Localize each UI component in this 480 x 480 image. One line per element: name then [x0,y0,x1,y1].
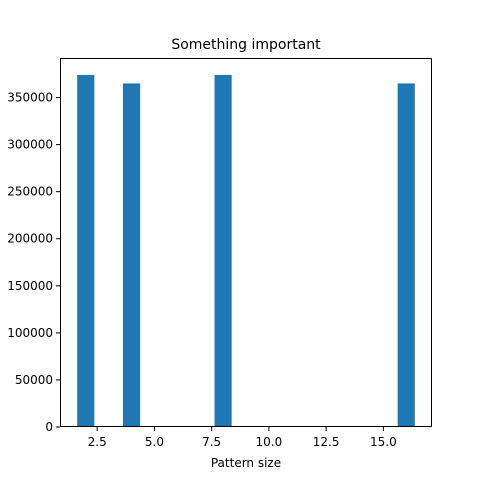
chart-title: Something important [171,37,321,53]
x-tick-label: 2.5 [88,435,107,449]
y-tick-label: 200000 [7,232,53,246]
y-tick-label: 0 [45,420,53,434]
bar-2 [122,83,141,427]
x-axis-label: Pattern size [211,456,281,470]
plot-frame [60,58,432,427]
x-tick-label: 15.0 [370,435,397,449]
y-tick-label: 350000 [7,91,53,105]
bars-group [77,74,415,427]
y-tick-label: 250000 [7,185,53,199]
y-tick-label: 150000 [7,279,53,293]
bar-4 [397,83,415,427]
x-tick-label: 7.5 [202,435,221,449]
x-tick-label: 12.5 [313,435,340,449]
x-axis: 2.5 5.0 7.5 10.0 12.5 15.0 [88,427,397,449]
x-tick-label: 5.0 [145,435,164,449]
y-tick-label: 300000 [7,138,53,152]
x-tick-label: 10.0 [256,435,283,449]
bar-1 [77,74,95,427]
plot-area [60,58,432,427]
bar-3 [214,74,232,427]
y-tick-label: 100000 [7,326,53,340]
y-tick-label: 50000 [15,373,53,387]
y-axis: 0 50000 100000 150000 200000 250000 300000 3500… [7,91,60,434]
